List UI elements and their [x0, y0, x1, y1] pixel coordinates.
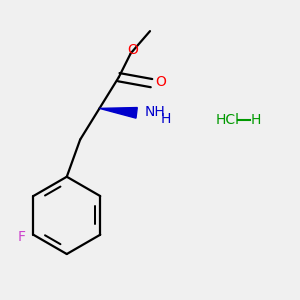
Text: H: H — [250, 113, 261, 127]
Text: H: H — [160, 112, 171, 126]
Text: F: F — [18, 230, 26, 244]
Text: O: O — [156, 75, 167, 88]
Text: O: O — [128, 43, 139, 57]
Text: NH: NH — [145, 105, 166, 119]
Text: HCl: HCl — [215, 113, 239, 127]
Polygon shape — [100, 107, 137, 118]
